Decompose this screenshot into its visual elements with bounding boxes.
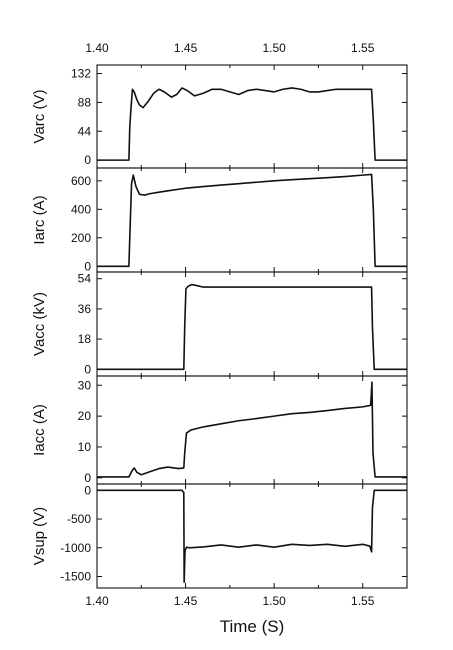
- y-tick-label: 400: [71, 202, 91, 216]
- y-tick-label: 20: [78, 409, 92, 423]
- series-line: [97, 489, 407, 584]
- x-tick-label-top: 1.45: [174, 41, 198, 55]
- y-tick-label: 30: [78, 378, 92, 392]
- panel-frame: [96, 64, 408, 169]
- y-tick-label: 36: [78, 302, 92, 316]
- series-line: [97, 87, 407, 161]
- y-axis-title: Iacc (A): [31, 404, 48, 456]
- x-tick-label-bottom: 1.50: [262, 594, 286, 608]
- y-axis-title: Varc (V): [31, 90, 48, 144]
- y-tick-label: 132: [71, 67, 91, 81]
- y-tick-label: 88: [78, 95, 92, 109]
- y-tick-label: 0: [84, 483, 91, 497]
- x-tick-label-bottom: 1.55: [351, 594, 375, 608]
- x-tick-label-top: 1.55: [351, 41, 375, 55]
- series-line: [97, 381, 407, 478]
- x-axis-title: Time (S): [220, 617, 285, 636]
- x-tick-label-top: 1.50: [262, 41, 286, 55]
- x-tick-label-bottom: 1.40: [85, 594, 109, 608]
- y-axis-title: Iarc (A): [31, 195, 48, 244]
- panel-frame: [96, 167, 408, 273]
- y-tick-label: 0: [84, 259, 91, 273]
- y-tick-label: 600: [71, 174, 91, 188]
- y-tick-label: 54: [78, 272, 92, 286]
- y-tick-label: 44: [78, 124, 92, 138]
- x-tick-label-top: 1.40: [85, 41, 109, 55]
- y-tick-label: 200: [71, 231, 91, 245]
- series-line: [97, 173, 407, 268]
- y-tick-label: 0: [84, 471, 91, 485]
- y-tick-label: 10: [78, 440, 92, 454]
- y-tick-label: -500: [67, 512, 91, 526]
- panel-frame: [96, 375, 408, 485]
- x-tick-label-bottom: 1.45: [174, 594, 198, 608]
- y-tick-label: 0: [84, 362, 91, 376]
- y-tick-label: 18: [78, 332, 92, 346]
- y-tick-label: -1000: [60, 541, 91, 555]
- y-tick-label: 0: [84, 153, 91, 167]
- series-line: [97, 283, 407, 371]
- y-axis-title: Vsup (V): [31, 507, 48, 565]
- panel-frame: [96, 483, 408, 589]
- y-axis-title: Vacc (kV): [31, 292, 48, 356]
- y-tick-label: -1500: [60, 570, 91, 584]
